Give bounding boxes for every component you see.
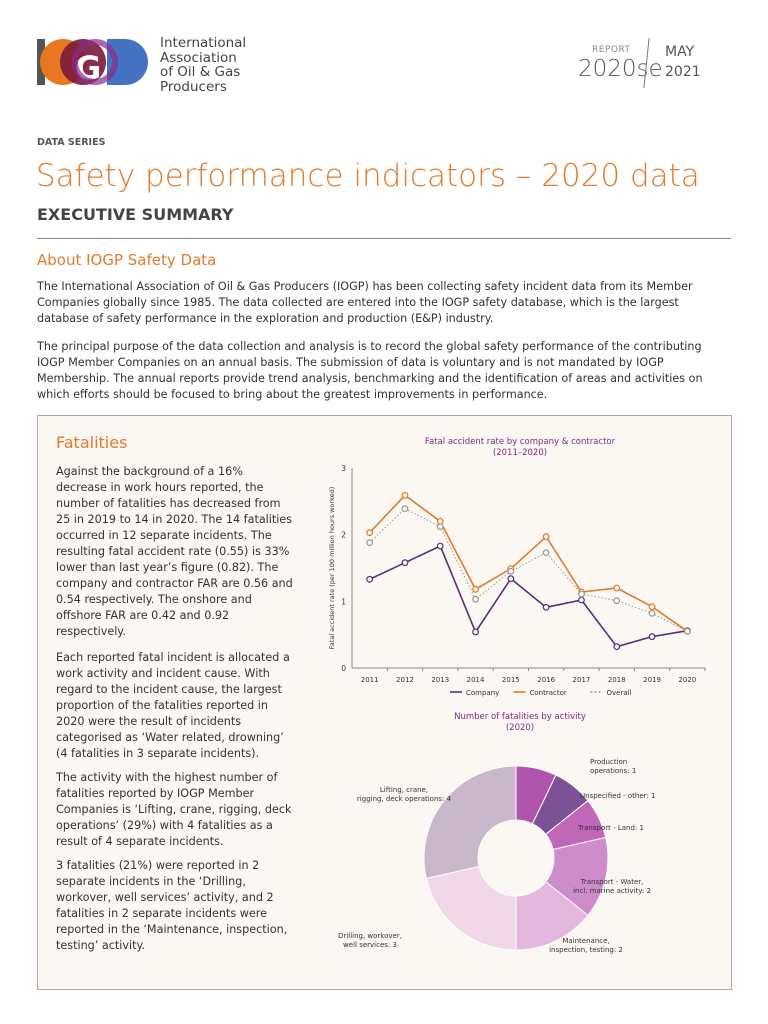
logo-text: International Association of Oil & Gas P… xyxy=(160,36,246,94)
fatalities-panel xyxy=(37,415,732,990)
page-title: Safety performance indicators – 2020 dat… xyxy=(36,158,700,194)
report-year: 2021 xyxy=(665,64,701,80)
fatalities-paragraph: 3 fatalities (21%) were reported in 2 se… xyxy=(56,859,288,952)
line-chart-title: Fatal accident rate by company & contrac… xyxy=(340,437,700,459)
slice-label: Maintenance, xyxy=(562,937,609,945)
slice-label: operations: 1 xyxy=(590,767,636,775)
slice-label: Transport - Water, xyxy=(580,878,644,886)
divider xyxy=(37,238,731,239)
y-tick-label: 3 xyxy=(341,464,346,473)
x-tick-label: 2011 xyxy=(361,676,379,684)
data-point xyxy=(613,584,621,592)
logo-line: of Oil & Gas xyxy=(160,64,241,80)
fatalities-paragraph: Against the background of a 16% decrease… xyxy=(56,465,293,638)
data-point xyxy=(472,595,479,603)
data-point xyxy=(436,523,444,531)
logo-mark-icon: G xyxy=(37,39,148,87)
data-point xyxy=(648,603,656,611)
data-point xyxy=(648,633,656,641)
chart-subtitle: (2011–2020) xyxy=(492,448,548,458)
chart-title: Fatal accident rate by company & contrac… xyxy=(424,437,616,447)
donut-slice xyxy=(423,765,517,880)
chart-subtitle: (2020) xyxy=(505,723,535,733)
logo-line: Association xyxy=(160,49,237,66)
data-point xyxy=(542,533,550,541)
series-line-company xyxy=(369,544,688,648)
x-tick-label: 2012 xyxy=(396,676,414,684)
legend-label: Company xyxy=(466,689,499,697)
line-chart: 0 1 2 3 2011 2012 2013 2014 2015 2016 2017 2018 2019… xyxy=(328,464,706,697)
data-point xyxy=(648,609,656,617)
about-heading: About IOGP Safety Data xyxy=(37,251,217,269)
data-point xyxy=(578,590,585,598)
about-paragraph: The International Association of Oil & G… xyxy=(37,280,693,325)
x-tick-label: 2014 xyxy=(467,676,485,684)
data-point xyxy=(366,575,374,583)
data-point xyxy=(472,585,479,593)
data-series-label: DATA SERIES xyxy=(37,137,106,148)
fatalities-heading: Fatalities xyxy=(56,433,128,452)
fatalities-paragraph: Each reported fatal incident is allocate… xyxy=(56,651,290,760)
report-number: 2020se xyxy=(578,56,663,82)
slice-label: Lifting, crane, xyxy=(380,786,428,794)
data-point xyxy=(613,643,621,651)
donut-chart-title: Number of fatalities by activity (2020) xyxy=(340,712,700,734)
chart-title: Number of fatalities by activity xyxy=(454,712,586,722)
x-tick-label: 2020 xyxy=(678,676,696,684)
x-tick-label: 2017 xyxy=(573,676,591,684)
page-subtitle: EXECUTIVE SUMMARY xyxy=(37,205,234,224)
data-point xyxy=(366,529,374,537)
logo-line: International xyxy=(160,35,247,51)
iogp-logo: G xyxy=(37,37,152,87)
data-point xyxy=(542,549,550,557)
y-tick-label: 0 xyxy=(341,664,346,673)
logo-line: Producers xyxy=(160,78,227,95)
slice-label: rigging, deck operations: 4 xyxy=(357,795,452,803)
legend-label: Overall xyxy=(607,689,632,697)
slice-label: incl. marine activity: 2 xyxy=(573,887,651,895)
data-point xyxy=(578,596,585,604)
slice-label: Transport - Land: 1 xyxy=(577,824,644,832)
legend-label: Contractor xyxy=(530,689,567,697)
data-point xyxy=(683,627,691,635)
report-month: MAY xyxy=(665,44,695,60)
data-point xyxy=(507,567,515,575)
data-point xyxy=(507,575,515,583)
series-line-overall xyxy=(369,508,688,632)
series-line-contractor xyxy=(369,494,688,632)
data-point xyxy=(436,542,444,550)
slice-label: Production xyxy=(590,758,627,766)
slice-label: inspection, testing: 2 xyxy=(549,946,623,954)
y-tick-label: 1 xyxy=(341,597,346,606)
slice-label: well services: 3 xyxy=(343,941,397,949)
x-tick-label: 2018 xyxy=(608,676,626,684)
x-tick-label: 2019 xyxy=(643,676,661,684)
data-point xyxy=(472,628,479,636)
data-point xyxy=(401,505,409,513)
x-tick-label: 2013 xyxy=(431,676,449,684)
x-tick-label: 2015 xyxy=(502,676,520,684)
data-point xyxy=(613,597,621,605)
y-axis-label: Fatal accident rate (per 100 million hou… xyxy=(328,487,336,650)
x-tick-label: 2016 xyxy=(537,676,555,684)
data-point xyxy=(401,491,409,499)
slice-label: Drilling, workover, xyxy=(338,932,402,940)
data-point xyxy=(401,559,409,567)
report-label: REPORT xyxy=(592,45,631,55)
y-tick-label: 2 xyxy=(341,531,346,540)
data-point xyxy=(542,603,550,611)
donut-slice xyxy=(425,865,517,951)
slice-label: Unspecified - other: 1 xyxy=(580,792,655,800)
data-point xyxy=(366,539,374,547)
fatalities-paragraph: The activity with the highest number of … xyxy=(56,771,292,848)
about-paragraph: The principal purpose of the data collec… xyxy=(37,340,703,401)
